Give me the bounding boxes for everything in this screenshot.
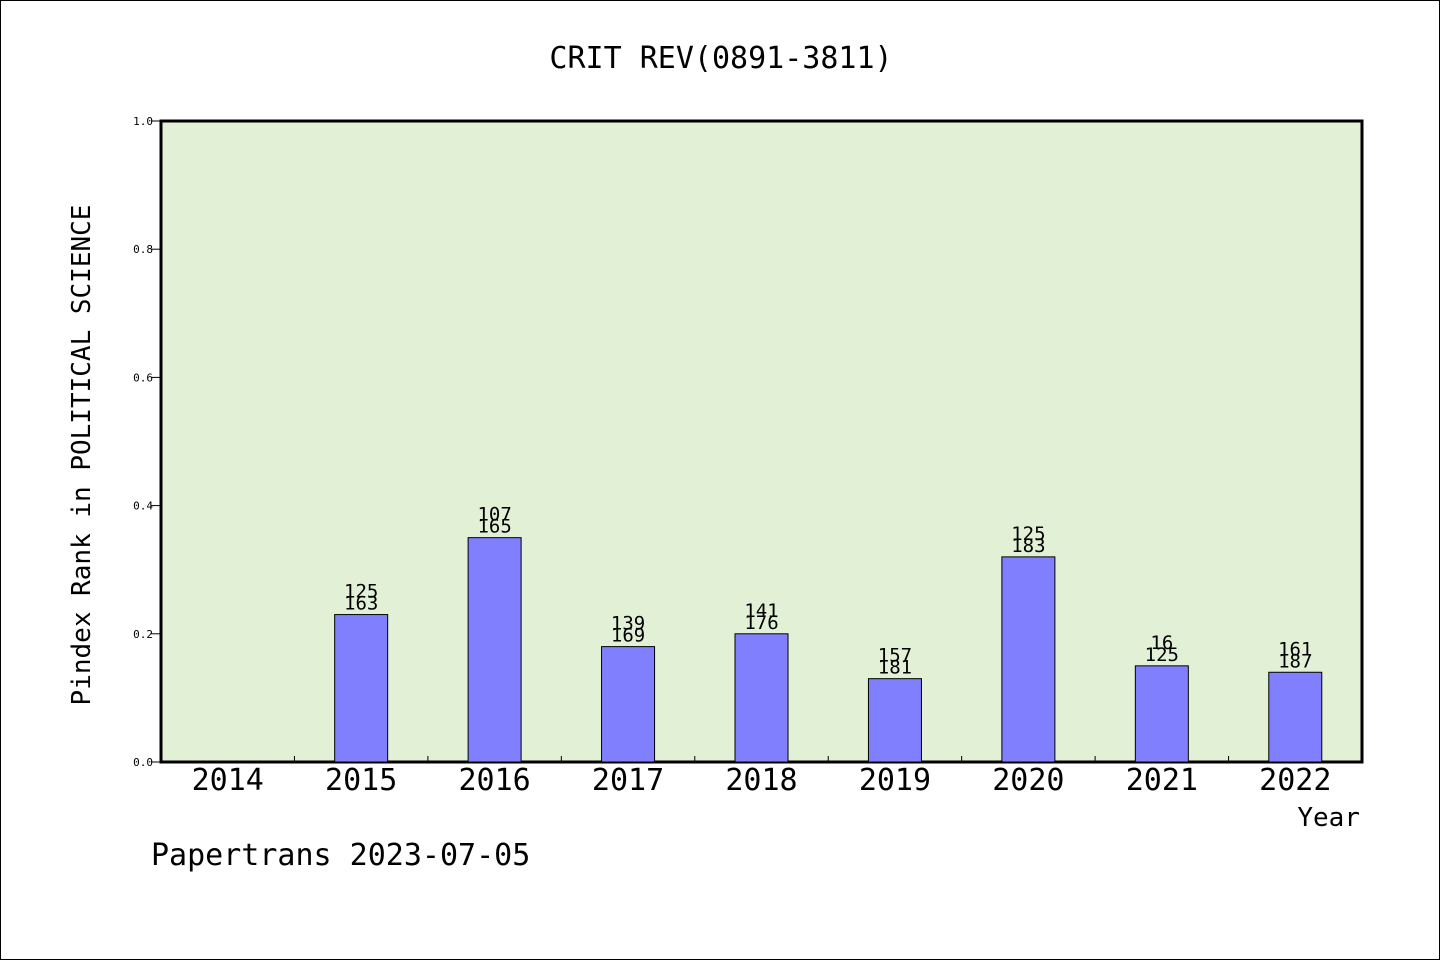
y-tick-label: 0.6 [133,371,153,384]
bar [1134,665,1189,763]
y-tick-label: 0.8 [133,243,153,256]
x-tick-label: 2022 [1259,763,1331,798]
footer-credit: Papertrans 2023-07-05 [151,838,530,873]
bar-total-label: 183 [1011,535,1045,557]
chart-title: CRIT REV(0891-3811) [549,41,892,76]
y-tick-label: 1.0 [133,115,153,128]
bar [601,646,656,763]
bar-rank-label: 107 [477,504,511,526]
x-tick-label: 2017 [592,763,664,798]
bar-rank-label: 161 [1278,638,1312,660]
y-axis: 0.0 0.2 0.4 0.6 0.8 1.0 [133,115,161,769]
x-tick-label: 2018 [725,763,797,798]
x-tick-label: 2016 [458,763,530,798]
x-axis-label: Year [1297,803,1360,833]
bar-rank-label: 157 [878,645,912,667]
bar-rank-label: 139 [611,613,645,635]
y-tick-label: 0.4 [133,500,153,513]
bar [467,537,522,763]
bar [1001,556,1056,763]
bar-total-label: 181 [878,657,912,679]
bar-total-label: 169 [611,625,645,647]
bar-total-label: 125 [1145,644,1179,666]
x-tick-label: 2014 [192,763,264,798]
bar [867,678,922,763]
x-tick-label: 2020 [992,763,1064,798]
bar-rank-label: 141 [744,600,778,622]
x-tick-label: 2019 [859,763,931,798]
bar-total-label: 176 [744,612,778,634]
y-tick-label: 0.0 [133,756,153,769]
bar [734,633,789,763]
bar-total-label: 163 [344,593,378,615]
bar-rank-label: 125 [1011,523,1045,545]
y-tick-label: 0.2 [133,628,153,641]
x-tick-label: 2015 [325,763,397,798]
y-axis-label: Pindex Rank in POLITICAL SCIENCE [67,205,97,706]
bar [1268,671,1323,763]
x-axis: 2014 2015 2016 2017 2018 2019 2020 2021 2022 [192,756,1331,798]
bar-total-label: 187 [1278,650,1312,672]
bars-group: 1251631071651391691411761571811251831612… [334,504,1323,763]
bar-rank-label: 125 [344,581,378,603]
bar-total-label: 165 [477,516,511,538]
bar-rank-label: 16 [1150,632,1173,654]
bar [334,614,389,763]
x-tick-label: 2021 [1126,763,1198,798]
